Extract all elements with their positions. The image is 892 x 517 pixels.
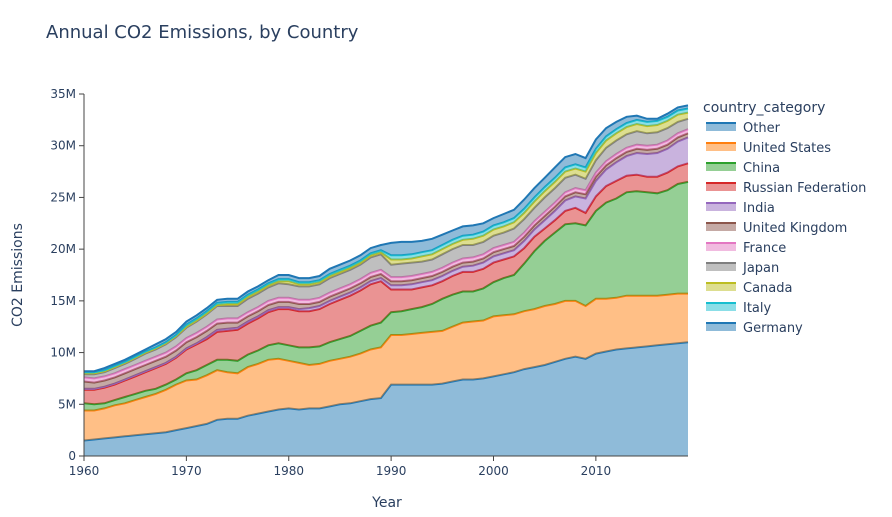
legend-swatch — [706, 243, 736, 251]
legend-label: France — [743, 241, 786, 256]
legend-label: United States — [743, 141, 831, 156]
x-tick-label: 2010 — [581, 464, 612, 478]
area-united-states — [84, 293, 688, 441]
area-japan — [84, 118, 688, 379]
legend-label: Germany — [743, 321, 803, 336]
legend-swatch — [706, 263, 736, 271]
legend-swatch — [706, 143, 736, 151]
legend-swatch — [706, 163, 736, 171]
legend-swatch — [706, 303, 736, 311]
legend: country_category Other United States China… — [703, 100, 866, 336]
legend-item-italy[interactable]: Italy — [706, 301, 772, 316]
legend-swatch — [706, 223, 736, 231]
legend-swatch — [706, 123, 736, 131]
x-tick-label: 1960 — [69, 464, 100, 478]
legend-item-germany[interactable]: Germany — [706, 321, 803, 336]
y-tick-label: 10M — [50, 346, 76, 360]
legend-swatch — [706, 203, 736, 211]
area-other — [84, 342, 688, 456]
y-tick-label: 0 — [68, 449, 76, 463]
chart-title: Annual CO2 Emissions, by Country — [46, 22, 359, 43]
legend-label: Other — [743, 121, 781, 136]
area-india — [84, 137, 688, 390]
legend-label: Italy — [743, 301, 772, 316]
legend-label: India — [743, 201, 775, 216]
y-axis-title: CO2 Emissions — [10, 223, 26, 327]
legend-label: Canada — [743, 281, 792, 296]
legend-item-india[interactable]: India — [706, 201, 775, 216]
area-united-kingdom — [84, 133, 688, 389]
legend-item-france[interactable]: France — [706, 241, 786, 256]
y-tick-label: 30M — [50, 139, 76, 153]
legend-swatch — [706, 183, 736, 191]
axes: 1960 1970 1980 1990 2000 2010 0 5M 10M 15M 20M 25M 3… — [50, 87, 688, 478]
legend-item-united-states[interactable]: United States — [706, 141, 831, 156]
x-tick-label: 1990 — [376, 464, 407, 478]
legend-title: country_category — [703, 100, 825, 116]
stacked-areas — [83, 104, 689, 456]
legend-item-japan[interactable]: Japan — [706, 261, 779, 276]
area-china — [84, 181, 688, 411]
legend-item-china[interactable]: China — [706, 161, 780, 176]
x-tick-label: 2000 — [478, 464, 509, 478]
legend-swatch — [706, 323, 736, 331]
legend-item-other[interactable]: Other — [706, 121, 781, 136]
line-germany — [84, 104, 689, 373]
y-tick-label: 25M — [50, 190, 76, 204]
legend-label: United Kingdom — [743, 221, 847, 236]
x-tick-label: 1980 — [273, 464, 304, 478]
y-tick-label: 20M — [50, 242, 76, 256]
x-tick-label: 1970 — [171, 464, 202, 478]
legend-label: China — [743, 161, 780, 176]
legend-item-canada[interactable]: Canada — [706, 281, 792, 296]
legend-item-united-kingdom[interactable]: United Kingdom — [706, 221, 847, 236]
y-tick-label: 15M — [50, 294, 76, 308]
legend-item-russian-federation[interactable]: Russian Federation — [706, 181, 866, 196]
legend-label: Japan — [742, 261, 779, 276]
legend-label: Russian Federation — [743, 181, 866, 196]
y-tick-label: 35M — [50, 87, 76, 101]
area-russian-federation — [84, 163, 688, 405]
y-tick-label: 5M — [58, 397, 76, 411]
legend-swatch — [706, 283, 736, 291]
x-axis-title: Year — [371, 495, 402, 511]
